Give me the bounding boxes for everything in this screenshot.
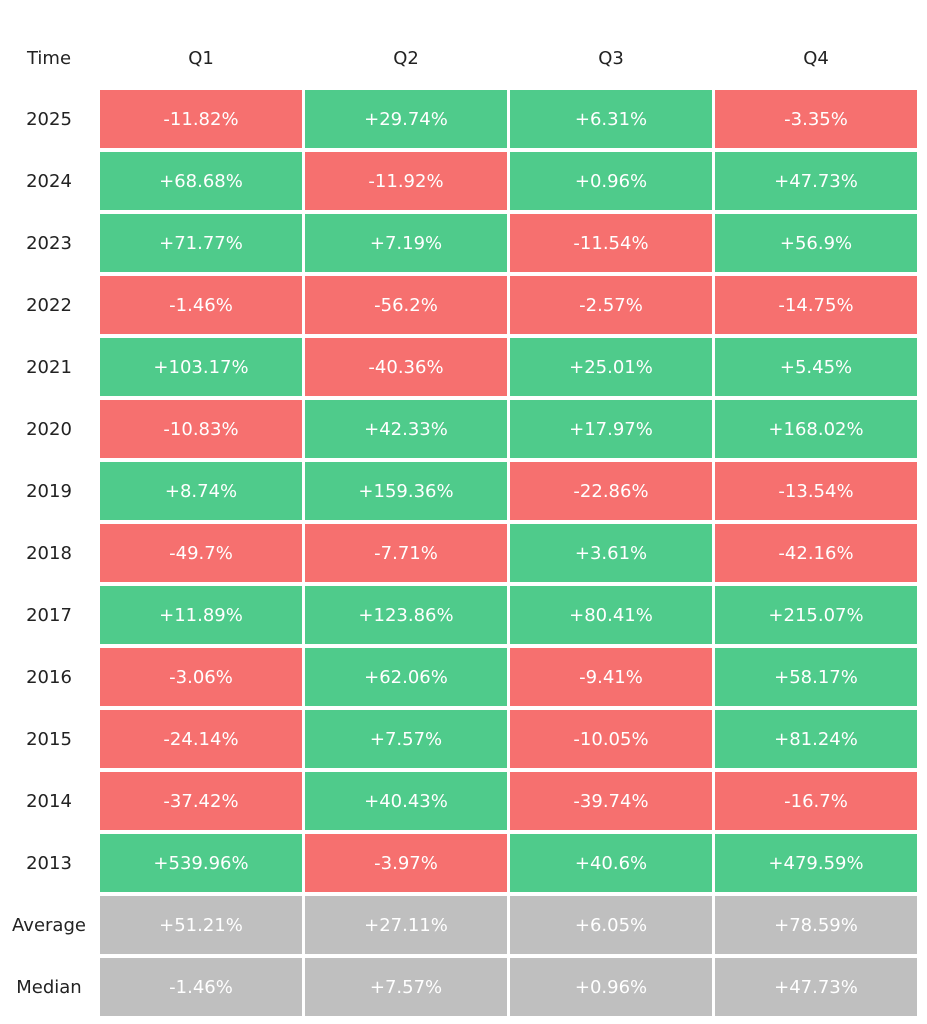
row-label: 2017 [26, 604, 72, 626]
return-cell: +51.21% [100, 896, 302, 954]
return-cell: -1.46% [100, 958, 302, 1016]
return-cell: +11.89% [100, 586, 302, 644]
return-cell: +479.59% [715, 834, 917, 892]
return-cell: +62.06% [305, 648, 507, 706]
return-cell: +3.61% [510, 524, 712, 582]
return-cell: -11.82% [100, 90, 302, 148]
return-cell: +78.59% [715, 896, 917, 954]
return-cell: -39.74% [510, 772, 712, 830]
return-cell: +81.24% [715, 710, 917, 768]
row-label: 2019 [26, 480, 72, 502]
return-cell: +40.6% [510, 834, 712, 892]
return-cell: -40.36% [305, 338, 507, 396]
return-cell: +159.36% [305, 462, 507, 520]
row-label: Median [16, 976, 82, 998]
return-cell: +47.73% [715, 152, 917, 210]
column-header: Time [26, 47, 72, 69]
return-cell: +5.45% [715, 338, 917, 396]
row-label: 2020 [26, 418, 72, 440]
return-cell: -3.97% [305, 834, 507, 892]
return-cell: -10.83% [100, 400, 302, 458]
return-cell: -24.14% [100, 710, 302, 768]
row-label: 2022 [26, 294, 72, 316]
return-cell: -9.41% [510, 648, 712, 706]
column-header: Q4 [803, 47, 829, 69]
return-cell: +80.41% [510, 586, 712, 644]
return-cell: +25.01% [510, 338, 712, 396]
return-cell: +47.73% [715, 958, 917, 1016]
return-cell: -1.46% [100, 276, 302, 334]
return-cell: +8.74% [100, 462, 302, 520]
return-cell: +215.07% [715, 586, 917, 644]
return-cell: +0.96% [510, 958, 712, 1016]
return-cell: -11.54% [510, 214, 712, 272]
return-cell: -16.7% [715, 772, 917, 830]
return-cell: +0.96% [510, 152, 712, 210]
return-cell: +17.97% [510, 400, 712, 458]
column-header: Q2 [393, 47, 419, 69]
return-cell: -10.05% [510, 710, 712, 768]
return-cell: +42.33% [305, 400, 507, 458]
column-header: Q3 [598, 47, 624, 69]
row-label: 2023 [26, 232, 72, 254]
row-label: 2024 [26, 170, 72, 192]
return-cell: +71.77% [100, 214, 302, 272]
return-cell: -37.42% [100, 772, 302, 830]
return-cell: -3.06% [100, 648, 302, 706]
row-label: 2021 [26, 356, 72, 378]
return-cell: +168.02% [715, 400, 917, 458]
return-cell: +539.96% [100, 834, 302, 892]
return-cell: +27.11% [305, 896, 507, 954]
row-label: 2014 [26, 790, 72, 812]
return-cell: -42.16% [715, 524, 917, 582]
row-label: 2025 [26, 108, 72, 130]
return-cell: +58.17% [715, 648, 917, 706]
return-cell: +68.68% [100, 152, 302, 210]
row-label: Average [12, 914, 86, 936]
row-label: 2018 [26, 542, 72, 564]
return-cell: +7.57% [305, 958, 507, 1016]
return-cell: -11.92% [305, 152, 507, 210]
return-cell: +56.9% [715, 214, 917, 272]
return-cell: +6.05% [510, 896, 712, 954]
return-cell: -7.71% [305, 524, 507, 582]
row-label: 2013 [26, 852, 72, 874]
return-cell: +123.86% [305, 586, 507, 644]
return-cell: -3.35% [715, 90, 917, 148]
return-cell: -13.54% [715, 462, 917, 520]
return-cell: +40.43% [305, 772, 507, 830]
return-cell: +29.74% [305, 90, 507, 148]
return-cell: -56.2% [305, 276, 507, 334]
return-cell: +6.31% [510, 90, 712, 148]
row-label: 2016 [26, 666, 72, 688]
return-cell: +103.17% [100, 338, 302, 396]
return-cell: -49.7% [100, 524, 302, 582]
return-cell: +7.57% [305, 710, 507, 768]
row-label: 2015 [26, 728, 72, 750]
column-header: Q1 [188, 47, 214, 69]
return-cell: +7.19% [305, 214, 507, 272]
return-cell: -22.86% [510, 462, 712, 520]
return-cell: -14.75% [715, 276, 917, 334]
return-cell: -2.57% [510, 276, 712, 334]
